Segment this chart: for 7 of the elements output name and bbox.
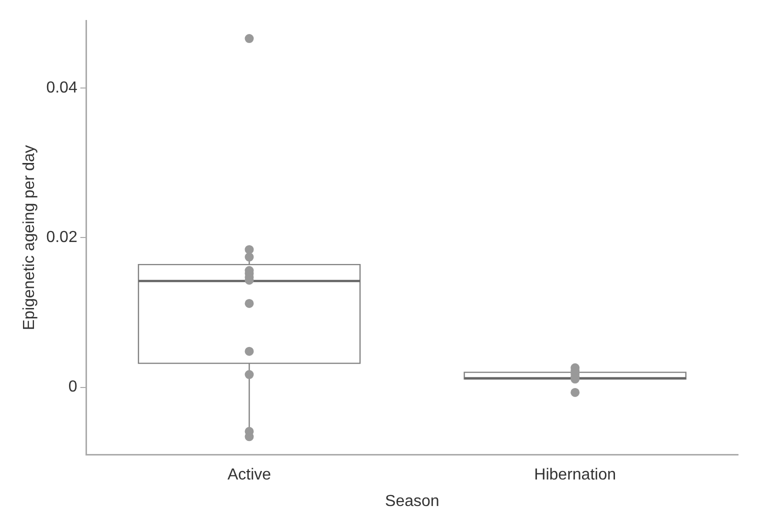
x-tick-label: Active [227,466,272,484]
x-axis-title: Season [385,492,440,510]
y-tick-label: 0.04 [46,79,78,96]
y-tick-label: 0.02 [46,229,78,246]
x-tick-label: Hibernation [534,466,616,484]
y-tick-label: 0 [68,378,78,396]
y-axis-title: Epigenetic ageing per day [21,145,38,330]
